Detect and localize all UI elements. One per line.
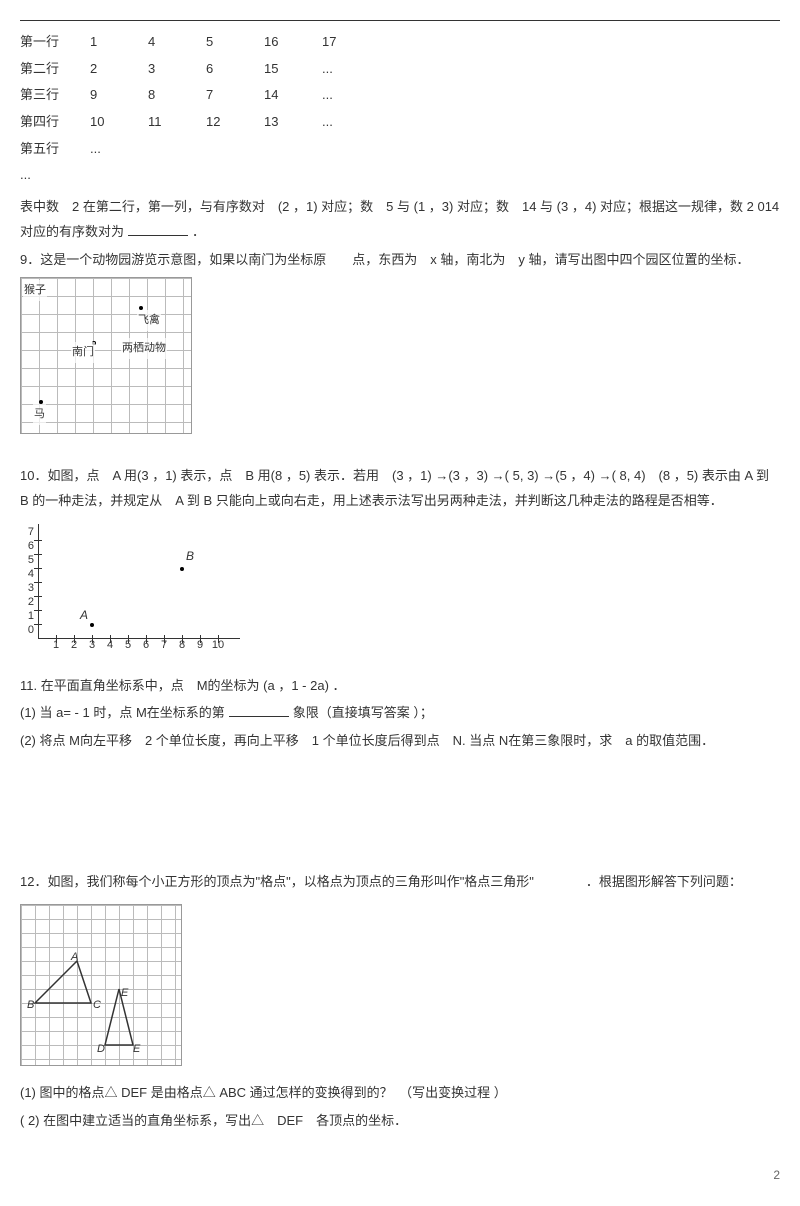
v-a: A [71, 947, 78, 968]
q8-blank [128, 222, 188, 236]
v-b: B [27, 995, 34, 1016]
zoo-gate: 南门 [71, 342, 95, 363]
q11-blank [229, 703, 289, 717]
v-e-bot: E [133, 1039, 140, 1060]
q12-grid: A B C E D E [20, 904, 182, 1066]
zoo-habitat: 两栖动物 [121, 338, 167, 359]
label-b: B [186, 545, 194, 568]
q11-2: (2) 将点 M向左平移 2 个单位长度，再向上平移 1 个单位长度后得到点 N… [20, 729, 780, 754]
q11-head: 11. 在平面直角坐标系中，点 M的坐标为 (a ，1 - 2a) ． [20, 674, 780, 699]
zoo-horse: 马 [33, 404, 46, 425]
page-number: 2 [20, 1164, 780, 1187]
point-a [90, 623, 94, 627]
yl7: 7 [22, 522, 34, 543]
page-rule [20, 20, 780, 21]
zoo-monkey: 猴子 [23, 280, 47, 301]
q8-text: 表中数 2 在第二行，第一列，与有序数对 (2 ，1) 对应；数 5 与 (1 … [20, 195, 780, 244]
label-a: A [80, 604, 88, 627]
x-axis [38, 638, 240, 639]
q12-2: ( 2) 在图中建立适当的直角坐标系，写出△ DEF 各顶点的坐标． [20, 1109, 780, 1134]
q10-chart: 0 1 2 3 4 5 6 7 1 2 3 4 5 6 7 8 9 10 A B [20, 524, 240, 654]
v-d: D [97, 1039, 105, 1060]
q12-1: (1) 图中的格点△ DEF 是由格点△ ABC 通过怎样的变换得到的？ （写出… [20, 1081, 780, 1106]
zoo-diagram: 猴子 飞禽 南门 两栖动物 马 [20, 277, 192, 434]
q9-text: 9．这是一个动物园游览示意图，如果以南门为坐标原 点，东西为 x 轴，南北为 y… [20, 248, 780, 273]
sequence-table: 第一行1451617 第二行23615... 第三行98714... 第四行10… [20, 29, 380, 189]
zoo-bird: 飞禽 [137, 310, 161, 331]
point-b [180, 567, 184, 571]
q11-1: (1) 当 a= - 1 时，点 M在坐标系的第象限（直接填写答案 ）； [20, 701, 780, 726]
q12-text: 12．如图，我们称每个小正方形的顶点为"格点"，以格点为顶点的三角形叫作"格点三… [20, 870, 780, 895]
v-c: C [93, 995, 101, 1016]
q10-text: 10．如图，点 A 用(3 ，1) 表示，点 B 用(8 ，5) 表示．若用 (… [20, 464, 780, 513]
v-e-top: E [121, 983, 128, 1004]
